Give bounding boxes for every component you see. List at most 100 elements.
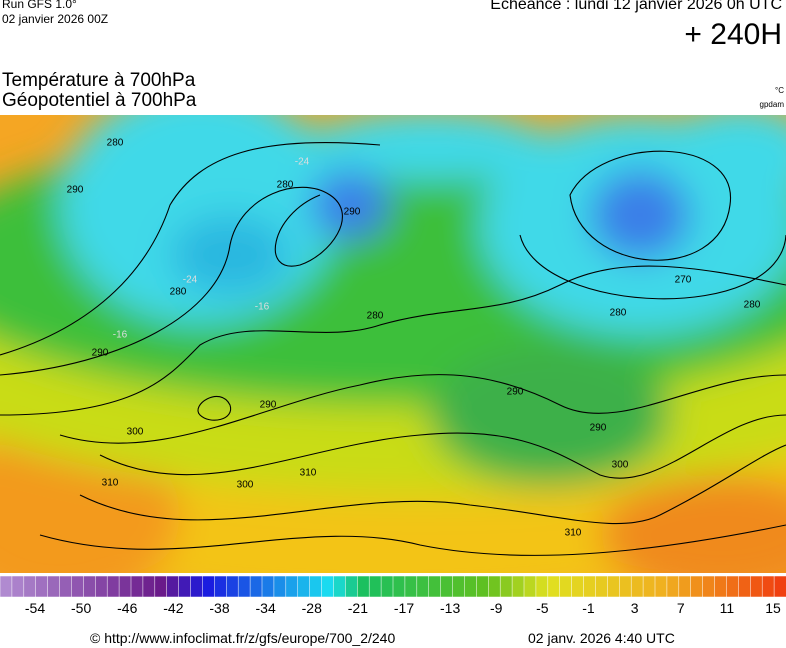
colorbar-swatch <box>535 575 549 598</box>
colorbar-swatch <box>773 575 786 598</box>
colorbar-swatch <box>416 575 430 598</box>
colorbar-swatch <box>738 575 751 598</box>
colorbar-swatch <box>499 575 513 598</box>
contour-label: -16 <box>113 330 128 341</box>
contour-label: 300 <box>127 427 144 438</box>
contour-label: 310 <box>565 528 582 539</box>
contour-label: 280 <box>744 300 761 311</box>
colorbar-tick-label: -42 <box>163 600 183 616</box>
colorbar-swatch <box>404 575 418 598</box>
colorbar-swatch <box>226 575 239 598</box>
colorbar-swatch <box>726 575 739 598</box>
contour-label: 280 <box>367 311 384 322</box>
colorbar-swatch <box>106 575 120 598</box>
contour-label: -24 <box>183 275 198 286</box>
colorbar-swatch <box>619 575 632 598</box>
colorbar-swatch <box>249 575 263 598</box>
colorbar-swatch <box>178 575 192 598</box>
colorbar-tick-label: 15 <box>765 600 781 616</box>
run-label: Run GFS 1.0° <box>2 0 77 11</box>
colorbar-swatch <box>142 575 156 598</box>
colorbar-swatch <box>452 575 466 598</box>
colorbar-swatch <box>666 575 680 598</box>
colorbar-tick-label: -13 <box>440 600 460 616</box>
colorbar-swatch <box>309 575 323 598</box>
colorbar-tick-label: 3 <box>631 600 639 616</box>
colorbar-tick-label: -5 <box>536 600 549 616</box>
colorbar-tick-label: -54 <box>25 600 45 616</box>
colorbar-tick-label: -1 <box>582 600 595 616</box>
colorbar-swatch <box>154 575 168 598</box>
colorbar-swatch <box>571 575 585 598</box>
colorbar: -54 -50 -46 -42 -38 -34 -28 -21 -17 -13 -9 -5 -1 3 7 11… <box>0 575 786 616</box>
colorbar-swatch <box>547 575 561 598</box>
colorbar-swatch <box>166 575 180 598</box>
unit-temp: °C <box>775 86 784 95</box>
colorbar-swatch <box>214 575 227 598</box>
colorbar-tick-label: -21 <box>348 600 368 616</box>
colorbar-swatch <box>261 575 275 598</box>
colorbar-swatch <box>464 575 477 598</box>
colorbar-swatch <box>23 575 37 598</box>
colorbar-swatch <box>750 575 763 598</box>
colorbar-swatch <box>523 575 537 598</box>
contour-label: 290 <box>507 387 524 398</box>
colorbar-swatch <box>95 575 108 598</box>
contour-label: 290 <box>590 423 607 434</box>
colorbar-swatch <box>607 575 620 598</box>
colorbar-swatch <box>440 575 454 598</box>
colorbar-swatch <box>71 575 84 598</box>
contour-label: 280 <box>170 287 187 298</box>
contour-label: -16 <box>255 302 270 313</box>
colorbar-swatch <box>511 575 525 598</box>
colorbar-tick-label: -50 <box>71 600 91 616</box>
contour-label: 290 <box>67 185 84 196</box>
colorbar-swatch <box>59 575 73 598</box>
unit-geo: gpdam <box>759 100 784 109</box>
contour-label: 290 <box>92 348 109 359</box>
colorbar-swatch <box>285 575 299 598</box>
map: 280 290 280 290 300 310 290 300 310 280 290 280 290 2… <box>0 115 786 573</box>
footer-source: © http://www.infoclimat.fr/z/gfs/europe/… <box>90 630 396 646</box>
contour-label: 290 <box>260 400 277 411</box>
colorbar-swatch <box>678 575 692 598</box>
colorbar-swatch <box>190 575 204 598</box>
contour-label: 290 <box>344 207 361 218</box>
colorbar-swatch <box>345 575 358 598</box>
colorbar-swatch <box>35 575 49 598</box>
colorbar-swatch <box>202 575 215 598</box>
colorbar-swatch <box>321 575 335 598</box>
colorbar-swatch <box>357 575 370 598</box>
colorbar-swatch <box>83 575 96 598</box>
colorbar-tick-label: 11 <box>720 600 735 616</box>
colorbar-tick-label: -38 <box>209 600 229 616</box>
contour-label: 280 <box>107 138 124 149</box>
contour-label: 310 <box>300 468 317 479</box>
colorbar-tick-label: 7 <box>677 600 685 616</box>
colorbar-swatch <box>368 575 382 598</box>
colorbar-swatch <box>392 575 406 598</box>
echeance: Echéance : lundi 12 janvier 2026 0h UTC <box>490 0 782 13</box>
colorbar-swatch <box>428 575 442 598</box>
contour-label: 300 <box>612 460 629 471</box>
colorbar-swatch <box>237 575 251 598</box>
colorbar-swatch <box>690 575 704 598</box>
run-date: 02 janvier 2026 00Z <box>2 12 109 26</box>
colorbar-swatch <box>595 575 608 598</box>
colorbar-swatch <box>0 575 13 598</box>
colorbar-swatch <box>559 575 573 598</box>
colorbar-swatch <box>476 575 489 598</box>
colorbar-swatch <box>642 575 656 598</box>
colorbar-swatch <box>273 575 287 598</box>
title-temp: Température à 700hPa <box>2 70 196 91</box>
colorbar-swatch <box>488 575 501 598</box>
colorbar-swatch <box>714 575 728 598</box>
colorbar-tick-label: -34 <box>256 600 276 616</box>
contour-label: 280 <box>610 308 627 319</box>
lead-time: + 240H <box>684 18 782 51</box>
colorbar-swatch <box>630 575 644 598</box>
contour-label: 270 <box>675 275 692 286</box>
footer-generated: 02 janv. 2026 4:40 UTC <box>528 630 675 646</box>
colorbar-tick-label: -46 <box>117 600 137 616</box>
